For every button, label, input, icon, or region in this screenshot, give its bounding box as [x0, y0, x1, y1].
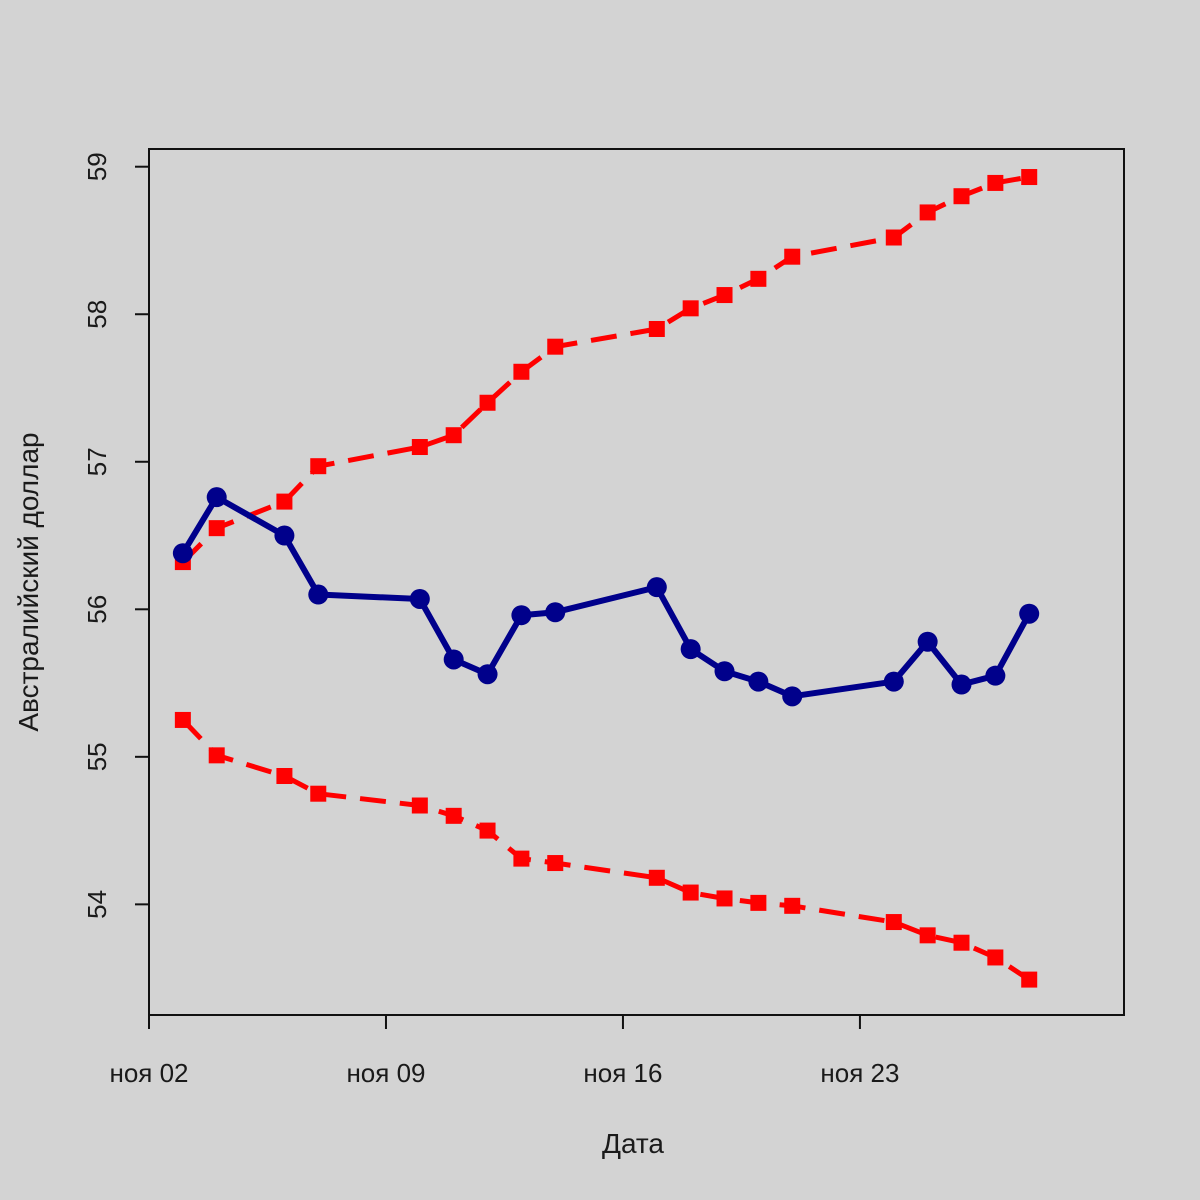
point-forecast-12: [748, 671, 769, 692]
x-tick-label-2: ноя 16: [583, 1058, 662, 1088]
series-layer: [172, 169, 1040, 988]
y-tick-label-1: 55: [82, 742, 112, 771]
point-lower-18: [1021, 971, 1038, 988]
point-lower-13: [784, 897, 801, 914]
y-axis-title: Австралийский доллар: [13, 432, 44, 731]
point-upper-1: [208, 520, 225, 537]
point-lower-9: [648, 869, 665, 886]
point-upper-5: [445, 427, 462, 444]
point-upper-15: [919, 204, 936, 221]
point-lower-5: [445, 807, 462, 824]
point-upper-13: [784, 248, 801, 265]
point-lower-3: [310, 785, 327, 802]
y-axis: 54 55 56 57 58 59: [82, 152, 149, 919]
point-forecast-16: [951, 674, 972, 695]
point-lower-12: [750, 894, 767, 911]
y-tick-label-5: 59: [82, 152, 112, 181]
point-forecast-17: [985, 665, 1006, 686]
point-lower-2: [276, 768, 293, 785]
series-lower: [174, 711, 1038, 988]
point-lower-15: [919, 927, 936, 944]
point-forecast-2: [274, 525, 295, 546]
point-lower-6: [479, 822, 496, 839]
point-lower-1: [208, 747, 225, 764]
point-upper-3: [310, 458, 327, 475]
point-lower-7: [513, 850, 530, 867]
point-forecast-8: [545, 602, 566, 623]
point-upper-18: [1021, 169, 1038, 186]
point-upper-14: [885, 229, 902, 246]
point-lower-17: [987, 949, 1004, 966]
x-axis: ноя 02 ноя 09 ноя 16 ноя 23: [109, 1015, 899, 1088]
point-forecast-5: [443, 649, 464, 670]
point-forecast-3: [308, 584, 329, 605]
point-upper-17: [987, 174, 1004, 191]
point-upper-6: [479, 394, 496, 411]
point-upper-16: [953, 188, 970, 205]
point-lower-14: [885, 914, 902, 931]
point-forecast-6: [477, 664, 498, 685]
point-upper-11: [716, 287, 733, 304]
point-upper-4: [411, 439, 428, 456]
point-lower-11: [716, 890, 733, 907]
y-tick-label-0: 54: [82, 890, 112, 919]
point-lower-4: [411, 797, 428, 814]
point-forecast-11: [714, 661, 735, 682]
series-forecast: [172, 487, 1040, 707]
point-lower-16: [953, 934, 970, 951]
point-upper-8: [547, 338, 564, 355]
point-forecast-9: [646, 577, 667, 598]
point-forecast-18: [1019, 603, 1040, 624]
point-forecast-13: [782, 686, 803, 707]
plot-frame: [148, 148, 1125, 1016]
point-forecast-7: [511, 605, 532, 626]
point-lower-8: [547, 855, 564, 872]
series-upper: [174, 169, 1038, 571]
point-lower-0: [174, 711, 191, 728]
x-tick-label-1: ноя 09: [346, 1058, 425, 1088]
point-upper-9: [648, 320, 665, 337]
point-upper-7: [513, 363, 530, 380]
point-forecast-4: [409, 588, 430, 609]
point-forecast-10: [680, 639, 701, 660]
x-tick-label-0: ноя 02: [109, 1058, 188, 1088]
point-forecast-1: [206, 487, 227, 508]
point-forecast-15: [917, 631, 938, 652]
y-tick-label-2: 56: [82, 595, 112, 624]
point-upper-2: [276, 493, 293, 510]
x-tick-label-3: ноя 23: [820, 1058, 899, 1088]
point-lower-10: [682, 884, 699, 901]
y-tick-label-3: 57: [82, 447, 112, 476]
point-upper-12: [750, 270, 767, 287]
x-axis-title: Дата: [602, 1128, 664, 1159]
y-tick-label-4: 58: [82, 300, 112, 329]
point-forecast-0: [172, 543, 193, 564]
point-forecast-14: [883, 671, 904, 692]
point-upper-10: [682, 300, 699, 317]
